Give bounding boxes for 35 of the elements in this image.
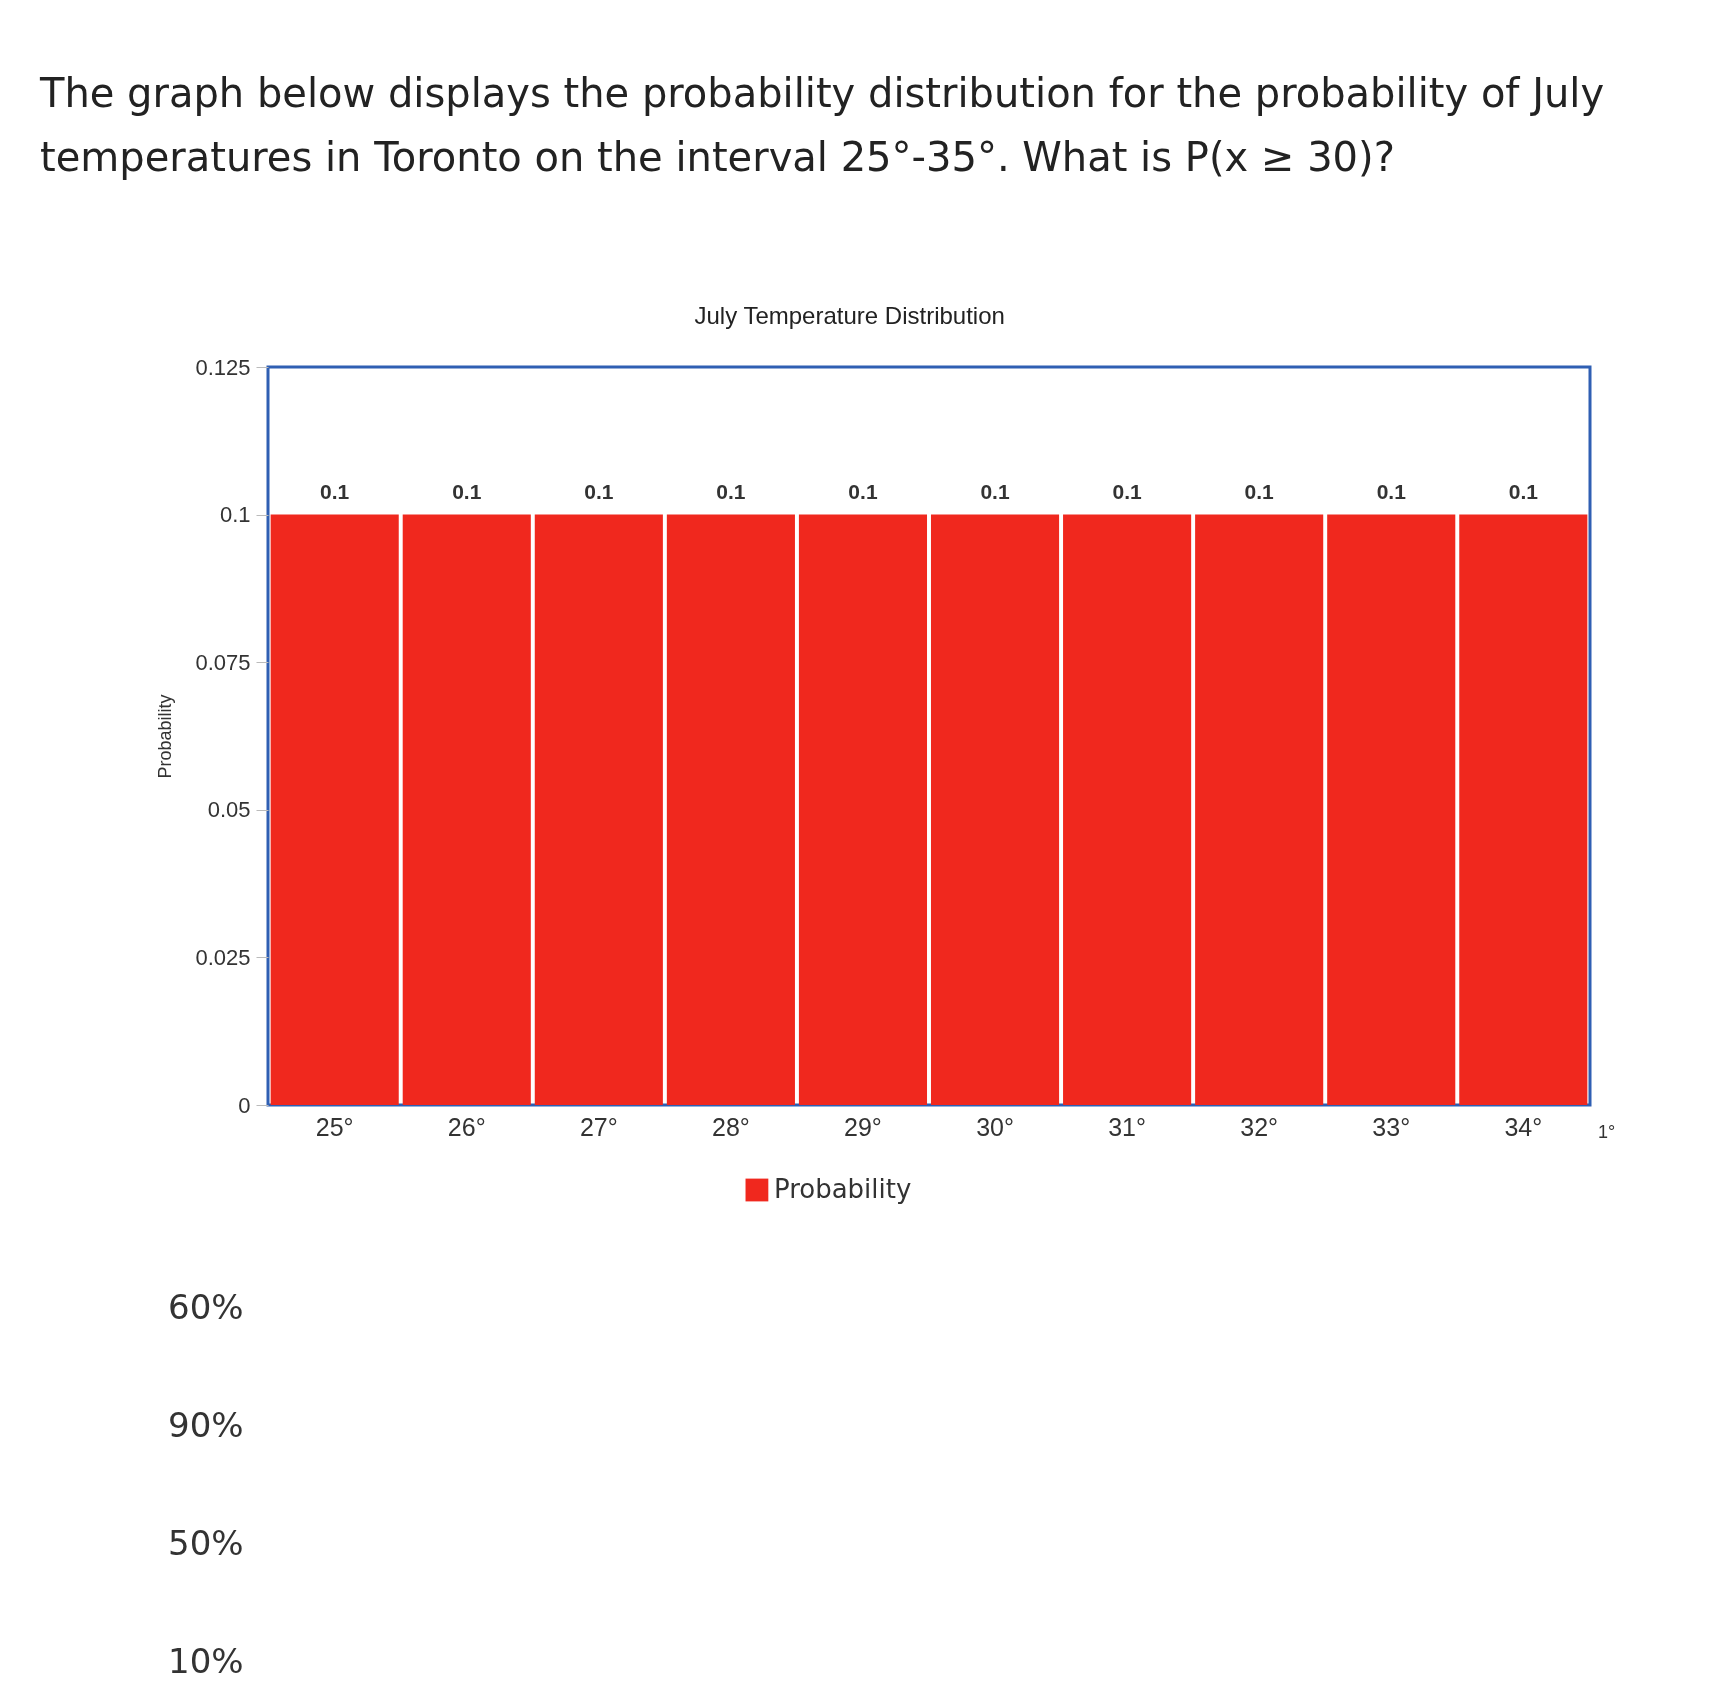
data-label: 0.1 — [848, 479, 878, 503]
text: 60% — [168, 1287, 244, 1327]
data-label: 0.1 — [716, 479, 746, 503]
data-label: 0.1 — [1244, 479, 1275, 503]
data-label: 0.1 — [1112, 479, 1143, 503]
chart-subtitle: July Temperature Distribution — [694, 302, 1005, 329]
y-tick-label: 0.125 — [195, 354, 251, 380]
data-label: 0.1 — [320, 479, 350, 503]
x-tick-label: 30° — [976, 1112, 1014, 1141]
x-tick-label: 32° — [1240, 1112, 1279, 1141]
x-tick-label: 29° — [844, 1112, 882, 1141]
text: 10% — [168, 1641, 244, 1681]
data-label: 0.1 — [1376, 479, 1407, 503]
x-tick-label: 25° — [315, 1112, 354, 1141]
y-tick-label: 0.05 — [207, 797, 251, 823]
data-label: 0.1 — [452, 479, 482, 503]
y-tick-label: 0.025 — [195, 944, 251, 970]
x-tick-label: 33° — [1372, 1112, 1411, 1141]
legend-label: Probability — [773, 1174, 912, 1204]
chart-title: The graph below displays the probability distribution for the probability of July temperatures in Toronto on the interval 25°-35°. What is P(x ≥ 30)? — [39, 70, 1605, 180]
y-tick-label: 0 — [238, 1092, 251, 1118]
text: 90% — [168, 1405, 244, 1445]
x-tick-label: 27° — [579, 1112, 618, 1141]
y-tick-label: 0.1 — [219, 502, 251, 528]
x-tick-label: 26° — [447, 1112, 486, 1141]
x-tick-label: 34° — [1504, 1112, 1543, 1141]
data-label: 0.1 — [980, 479, 1010, 503]
text: 50% — [168, 1523, 244, 1563]
y-axis-title: Probability — [155, 694, 176, 779]
text: 1° — [1598, 1122, 1616, 1142]
data-label: 0.1 — [1508, 479, 1539, 503]
y-tick-label: 0.075 — [195, 649, 251, 675]
x-tick-label: 31° — [1108, 1112, 1147, 1141]
x-tick-label: 28° — [711, 1112, 750, 1141]
data-label: 0.1 — [584, 479, 614, 503]
